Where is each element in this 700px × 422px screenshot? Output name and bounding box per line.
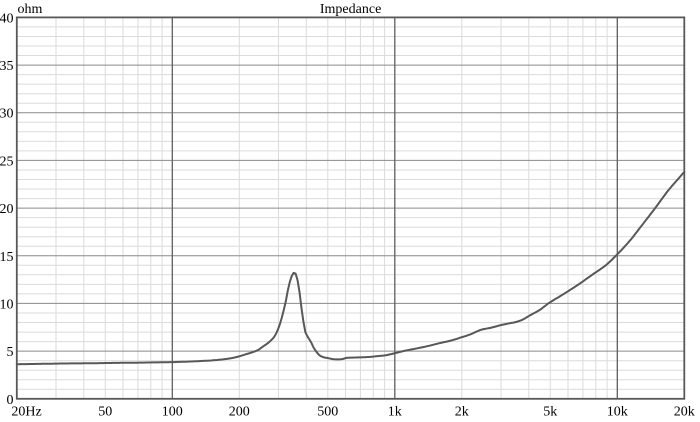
svg-text:20: 20: [0, 202, 14, 217]
svg-text:25: 25: [0, 154, 14, 169]
svg-text:20Hz: 20Hz: [11, 405, 41, 420]
svg-text:100: 100: [162, 405, 183, 420]
svg-text:200: 200: [229, 405, 250, 420]
svg-text:0: 0: [7, 393, 14, 408]
svg-text:35: 35: [0, 59, 14, 74]
svg-text:5: 5: [7, 345, 14, 360]
svg-text:10: 10: [0, 297, 14, 312]
svg-text:2k: 2k: [455, 405, 469, 420]
svg-text:50: 50: [98, 405, 112, 420]
svg-text:ohm: ohm: [18, 2, 43, 17]
svg-text:10k: 10k: [607, 405, 628, 420]
svg-text:1k: 1k: [388, 405, 402, 420]
svg-text:15: 15: [0, 250, 14, 265]
svg-text:40: 40: [0, 11, 14, 26]
svg-text:500: 500: [317, 405, 338, 420]
svg-text:30: 30: [0, 107, 14, 122]
svg-text:20k: 20k: [674, 405, 695, 420]
svg-text:5k: 5k: [543, 405, 557, 420]
svg-text:Impedance: Impedance: [320, 2, 381, 17]
